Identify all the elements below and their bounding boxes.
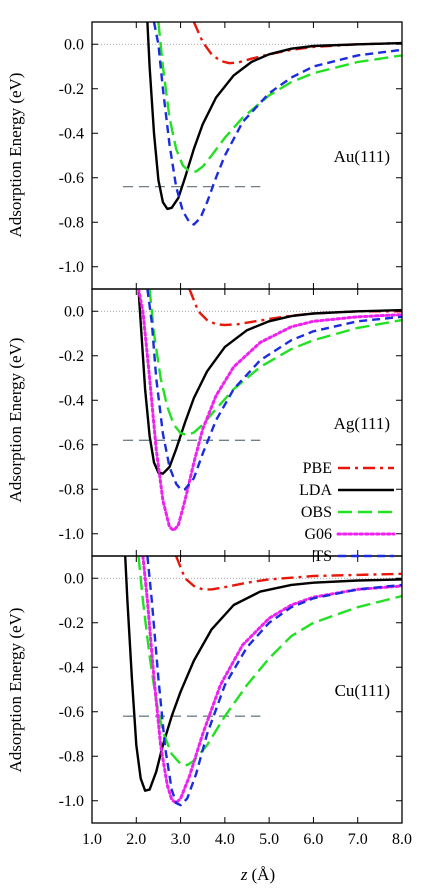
series-line-obs [157,22,402,173]
y-tick-label: 0.0 [64,570,84,587]
panel-label: Cu(111) [335,681,390,700]
series-line-lda [146,22,402,211]
plot-frame [91,555,403,824]
series-line-ts [146,289,402,491]
y-tick-label: -0.6 [59,704,84,721]
panel-cu-111: 0.0 -0.2 -0.4 -0.6 -0.8 -1.0 1.0 2.0 3.0 4.0 5.0 6.… [59,555,412,848]
y-tick-label: -0.8 [59,748,84,765]
series-line-obs [148,289,402,437]
y-tick-label: -0.8 [59,481,84,498]
y-tick-label: -0.4 [59,659,84,676]
x-tick-label: 3.0 [171,831,191,848]
x-axis-label-unit: (Å) [252,865,276,884]
y-tick-label: -0.2 [59,615,84,632]
y-tick-label: -1.0 [59,526,84,543]
series-line-pbe [188,289,402,327]
series-line-ts [152,22,402,226]
x-axis-label-variable: z [240,865,248,884]
series-group [146,22,402,226]
y-axis-label-middle: Adsorption Energy (eV) [6,338,25,503]
x-tick-label: 4.0 [215,831,235,848]
legend-label-obs: OBS [301,504,332,521]
series-line-pbe [192,22,402,65]
y-tick-label: -0.4 [59,392,84,409]
legend-label-g06: G06 [304,526,332,543]
series-line-g06 [137,289,402,532]
series-line-lda [137,289,402,475]
y-tick-label: -0.8 [59,214,84,231]
series-line-ts [146,556,402,807]
x-tick-label: 5.0 [259,831,279,848]
series-group [137,289,402,532]
series-group [124,556,402,807]
y-tick-label: -1.0 [59,793,84,810]
y-tick-label: -0.2 [59,348,84,365]
x-tick-label: 7.0 [348,831,368,848]
panel-label: Au(111) [334,147,390,166]
legend: PBE LDA OBS G06 TS [299,460,396,565]
x-axis-label: z (Å) [240,865,275,884]
x-tick-label: 8.0 [392,831,412,848]
panel-au-111: 0.0 -0.2 -0.4 -0.6 -0.8 -1.0 Au(111) [59,21,403,290]
x-tick-label: 6.0 [303,831,323,848]
series-line-pbe [174,556,402,591]
series-line-lda [124,556,402,792]
legend-label-lda: LDA [299,482,332,499]
panel-ag-111: 0.0 -0.2 -0.4 -0.6 -0.8 -1.0 Ag(111) [59,288,403,557]
x-tick-label: 1.0 [82,831,102,848]
y-tick-label: 0.0 [64,303,84,320]
series-line-obs [137,556,402,767]
y-axis-label-bottom: Adsorption Energy (eV) [6,608,25,773]
y-axis-label-top: Adsorption Energy (eV) [6,73,25,238]
y-tick-label: -0.4 [59,125,84,142]
panel-label: Ag(111) [334,414,390,433]
y-tick-label: 0.0 [64,36,84,53]
y-tick-label: -0.2 [59,81,84,98]
y-tick-label: -0.6 [59,437,84,454]
series-line-g06 [141,556,402,805]
legend-label-pbe: PBE [303,460,332,477]
x-tick-label: 2.0 [126,831,146,848]
y-tick-label: -1.0 [59,259,84,276]
y-tick-label: -0.6 [59,170,84,187]
legend-label-ts: TS [313,548,332,565]
